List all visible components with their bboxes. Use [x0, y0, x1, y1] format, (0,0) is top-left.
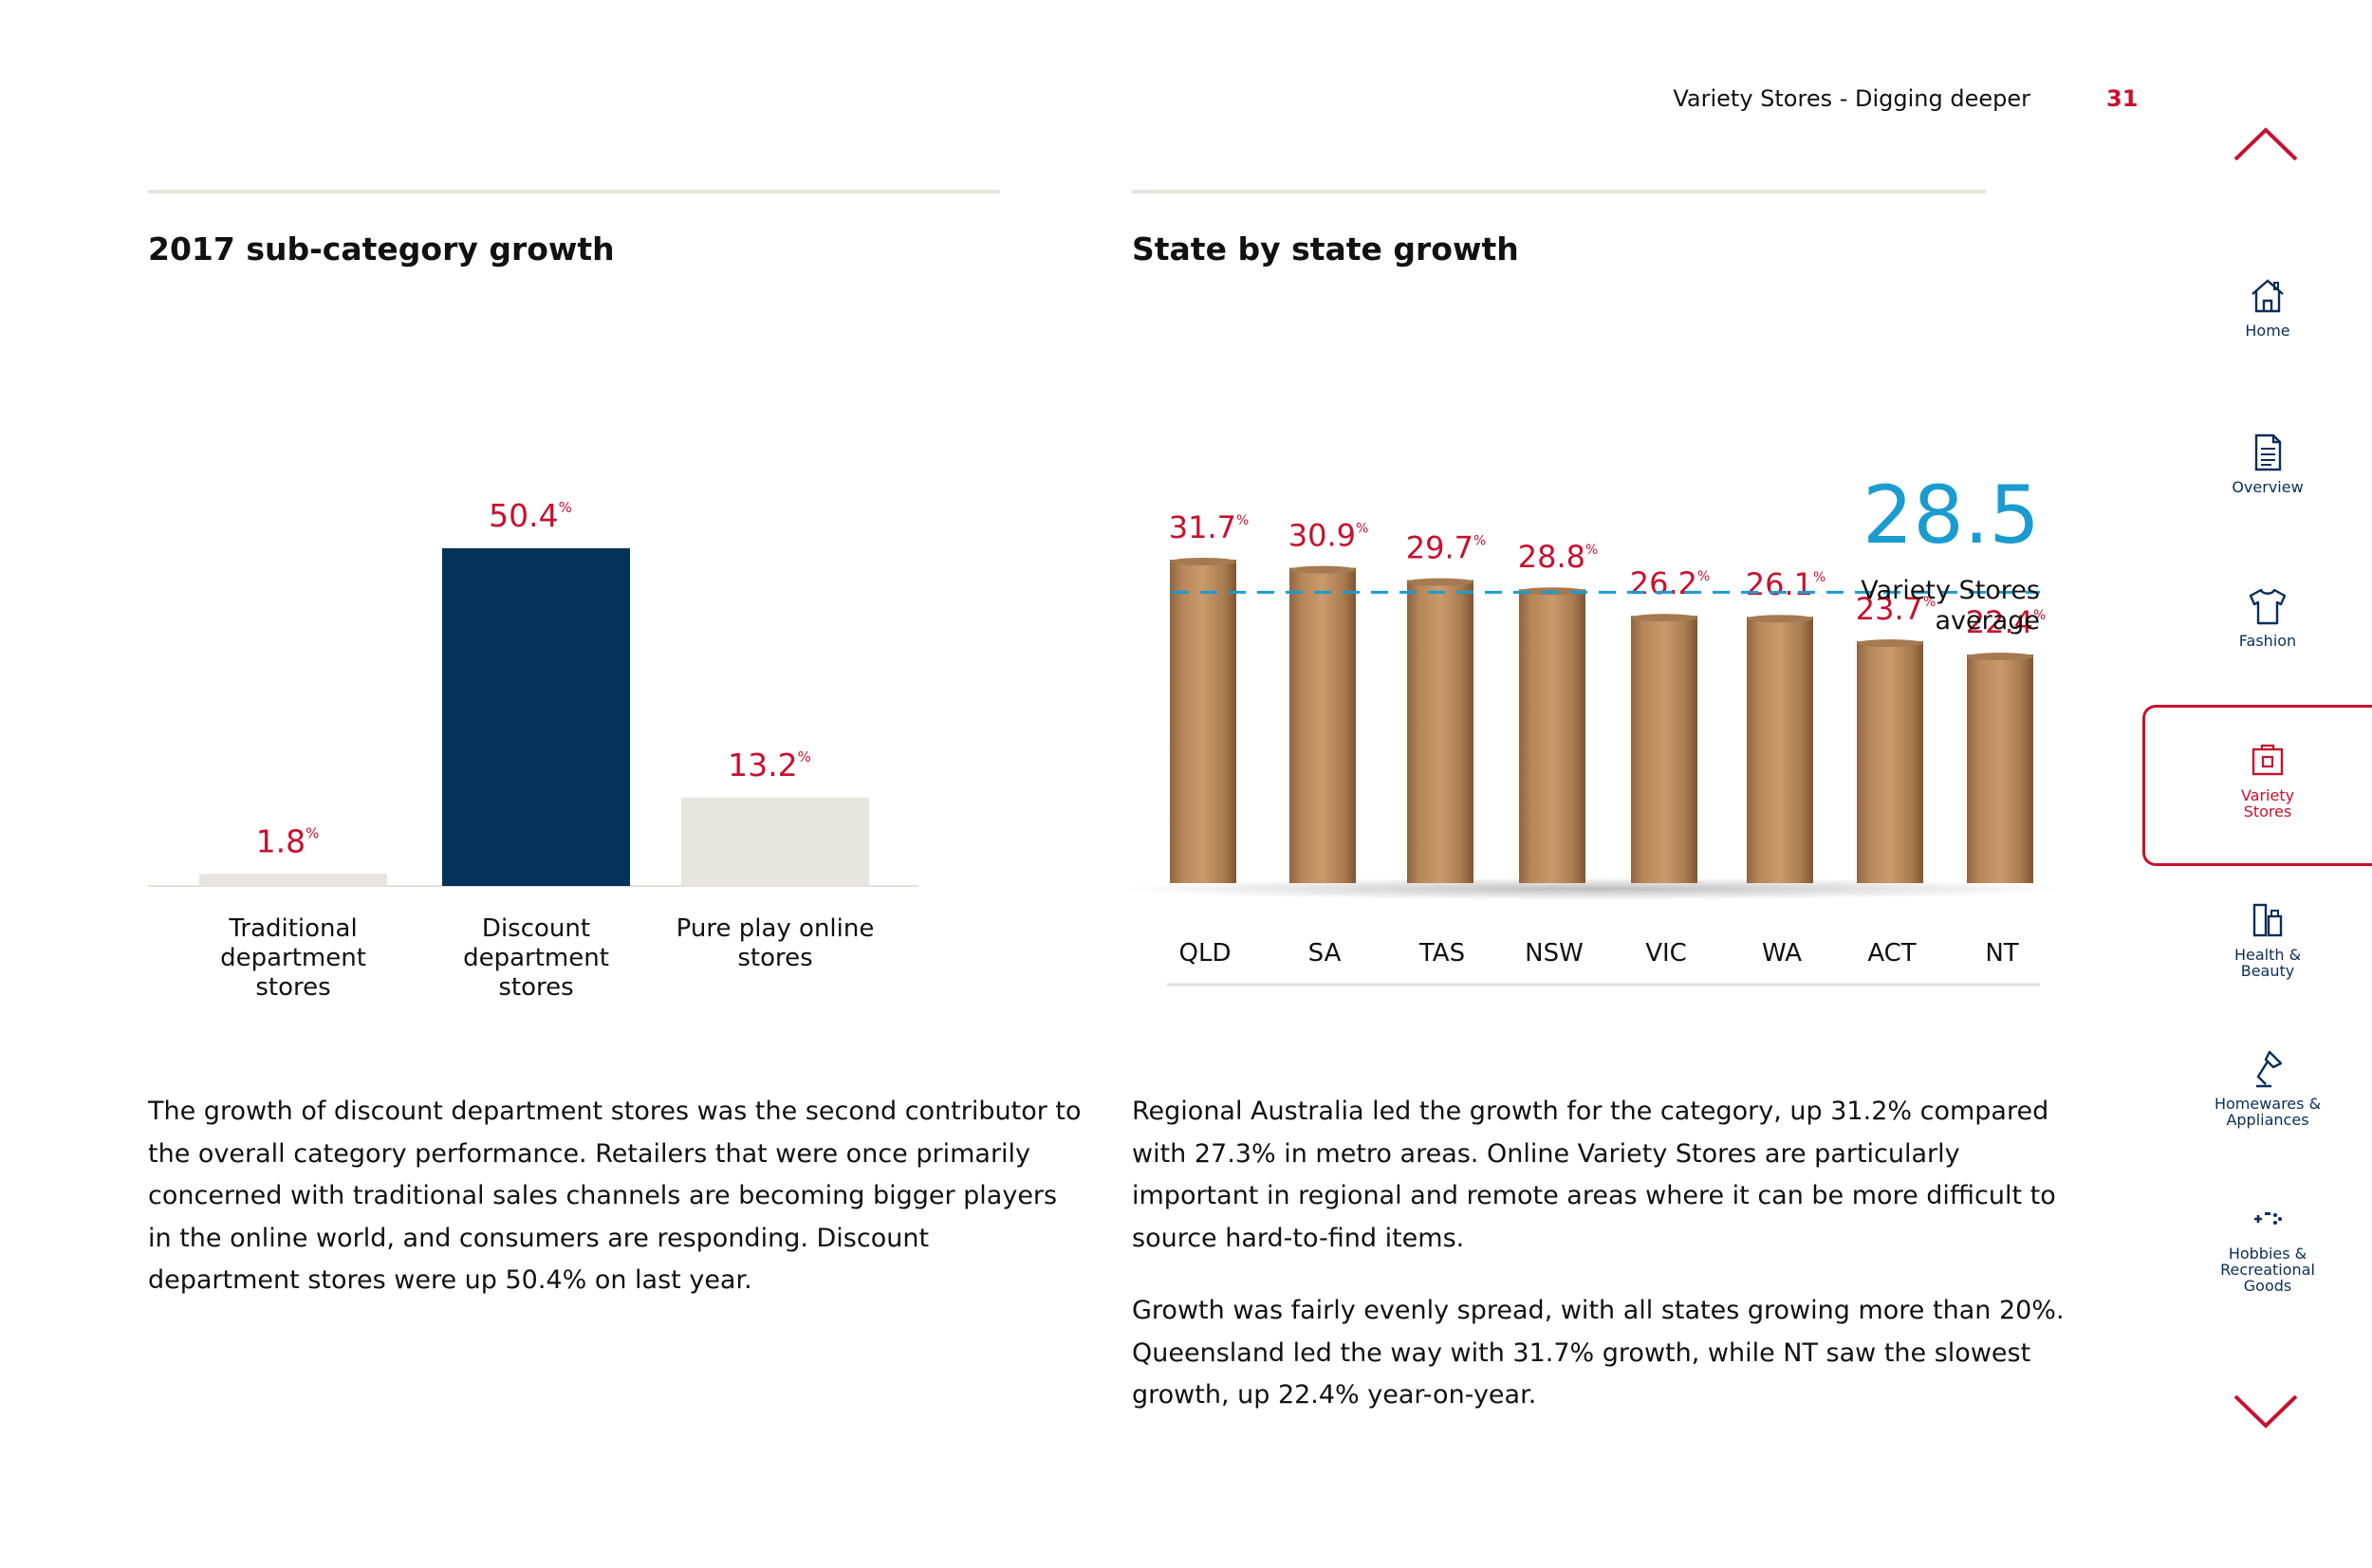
bar	[1407, 580, 1473, 883]
bar	[1857, 641, 1923, 883]
bar	[442, 548, 630, 886]
chevron-down-icon[interactable]	[2233, 1393, 2299, 1430]
data-label: 1.8%	[256, 822, 320, 859]
x-tick-label: TAS	[1418, 939, 1465, 968]
bar	[1519, 589, 1585, 883]
percent-sign: %	[1473, 534, 1486, 549]
variety-box-icon	[2252, 744, 2284, 776]
average-value: 28.5	[1862, 469, 2040, 562]
bar	[1967, 655, 2033, 883]
bar	[1631, 616, 1697, 883]
bar-top	[1747, 615, 1813, 623]
sidebar-item-label: Homewares & Appliances	[2214, 1095, 2322, 1129]
right-body-paragraph-2: Growth was fairly evenly spread, with al…	[1132, 1296, 2065, 1410]
percent-sign: %	[1236, 513, 1249, 528]
data-label: 30.9%	[1288, 518, 1369, 554]
sidebar-item-label: Fashion	[2238, 632, 2297, 650]
percent-sign: %	[1585, 543, 1598, 558]
bar-top	[1407, 578, 1473, 586]
x-tick-label: stores	[498, 973, 573, 1002]
bar-top	[1289, 565, 1356, 574]
subcategory-growth-chart: 1.8%Traditionaldepartmentstores50.4%Disc…	[148, 497, 918, 1002]
average-caption: Variety Stores	[1861, 576, 2040, 605]
x-tick-label: NT	[1985, 939, 2018, 968]
x-tick-label: QLD	[1179, 939, 1232, 968]
x-tick-label: Discount	[482, 914, 590, 943]
x-tick-label: department	[220, 944, 366, 972]
x-tick-label: WA	[1762, 939, 1802, 968]
lamp-icon	[2256, 1050, 2283, 1088]
data-label: 13.2%	[728, 747, 811, 784]
x-tick-label: ACT	[1867, 939, 1916, 968]
sidebar-item-label: Home	[2245, 322, 2290, 340]
sidebar-item-label: Overview	[2232, 478, 2304, 496]
right-chart-title: State by state growth	[1132, 231, 1519, 267]
percent-sign: %	[798, 748, 811, 766]
sidebar-item-label: Health & Beauty	[2233, 946, 2302, 980]
sidebar-item-fashion[interactable]: Fashion	[2144, 585, 2372, 649]
sidebar-item-home[interactable]: Home	[2144, 275, 2372, 339]
sidebar-item-hobbies-recreational[interactable]: Hobbies & Recreational Goods	[2144, 1198, 2372, 1294]
left-body-text: The growth of discount department stores…	[148, 1091, 1087, 1333]
average-caption: average	[1935, 606, 2040, 636]
bottles-icon	[2252, 903, 2283, 937]
left-divider	[148, 190, 1000, 194]
data-label: 22.4%	[1966, 604, 2047, 640]
percent-sign: %	[1813, 570, 1825, 585]
sidebar-item-variety-stores[interactable]: Variety Stores	[2144, 740, 2372, 820]
data-label: 26.2%	[1630, 565, 1711, 601]
x-tick-label: Pure play online	[676, 914, 875, 943]
percent-sign: %	[2033, 608, 2046, 623]
gamepad-icon	[2254, 1212, 2282, 1225]
data-label: 23.7%	[1856, 591, 1937, 627]
percent-sign: %	[1923, 595, 1936, 610]
x-tick-label: department	[463, 944, 609, 972]
x-tick-label: SA	[1308, 939, 1342, 968]
bar	[681, 797, 869, 886]
bar-top	[1170, 558, 1236, 565]
sidebar-item-label: Hobbies & Recreational Goods	[2220, 1245, 2315, 1295]
bar-top	[1967, 653, 2033, 661]
right-body-paragraph-1: Regional Australia led the growth for th…	[1132, 1097, 2056, 1253]
left-chart-title: 2017 sub-category growth	[148, 231, 615, 267]
bar	[1170, 560, 1236, 883]
x-tick-label: VIC	[1645, 939, 1687, 968]
x-tick-label: NSW	[1525, 939, 1584, 968]
data-label: 31.7%	[1169, 509, 1250, 545]
right-divider	[1132, 190, 1986, 194]
sidebar-item-health-beauty[interactable]: Health & Beauty	[2144, 899, 2372, 979]
x-tick-label: stores	[255, 973, 330, 1002]
right-body-text: Regional Australia led the growth for th…	[1132, 1091, 2081, 1448]
document-icon	[2254, 434, 2282, 471]
page-number: 31	[2106, 85, 2139, 112]
bar	[199, 874, 387, 886]
home-icon	[2252, 279, 2284, 313]
bars-floor-shadow	[1120, 877, 2068, 900]
bar-top	[1857, 639, 1923, 648]
active-nav-highlight	[2142, 705, 2372, 866]
section-title: Variety Stores - Digging deeper	[1673, 85, 2030, 112]
bar	[1747, 617, 1813, 883]
x-tick-label: Traditional	[228, 914, 357, 943]
bar-top	[1631, 614, 1697, 622]
data-label: 26.1%	[1746, 566, 1826, 602]
percent-sign: %	[1697, 569, 1710, 584]
tshirt-icon	[2249, 588, 2287, 625]
left-body-paragraph: The growth of discount department stores…	[148, 1097, 1082, 1295]
percent-sign: %	[1356, 522, 1368, 537]
sidebar-item-homewares-appliances[interactable]: Homewares & Appliances	[2144, 1048, 2372, 1128]
data-label: 28.8%	[1518, 539, 1599, 575]
state-growth-chart: 31.7% QLD 30.9% SA 29.7% TAS 28.8% NSW 26.2% VIC 2…	[1120, 469, 2068, 987]
sidebar-item-label: Variety Stores	[2240, 786, 2295, 821]
percent-sign: %	[306, 824, 319, 841]
sidebar-item-overview[interactable]: Overview	[2144, 432, 2372, 495]
data-label: 29.7%	[1406, 530, 1487, 566]
bar	[1289, 567, 1356, 883]
chevron-up-icon[interactable]	[2233, 125, 2299, 163]
percent-sign: %	[559, 499, 572, 516]
x-tick-label: stores	[737, 944, 812, 972]
data-label: 50.4%	[489, 497, 572, 534]
